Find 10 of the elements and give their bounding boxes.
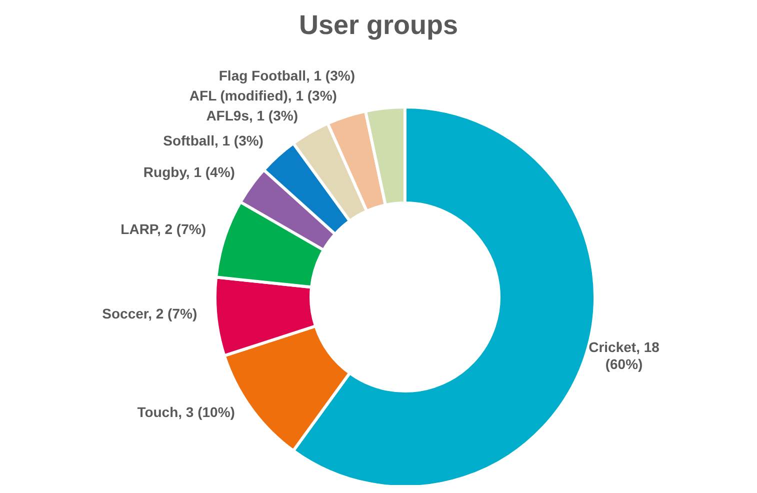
slice-label: LARP, 2 (7%) [120,220,206,237]
slice-label: AFL9s, 1 (3%) [206,107,298,124]
slice-label: Cricket, 18 (60%) [588,339,660,372]
slice-label: Softball, 1 (3%) [163,132,264,148]
slice-label: Soccer, 2 (7%) [102,305,198,322]
slice-label: Flag Football, 1 (3%) [218,67,355,84]
slice-label: Touch, 3 (10%) [137,404,235,420]
chart-title: User groups [298,10,460,41]
slice-label: Rugby, 1 (4%) [143,164,235,180]
slice-label: AFL (modified), 1 (3%) [189,87,337,104]
